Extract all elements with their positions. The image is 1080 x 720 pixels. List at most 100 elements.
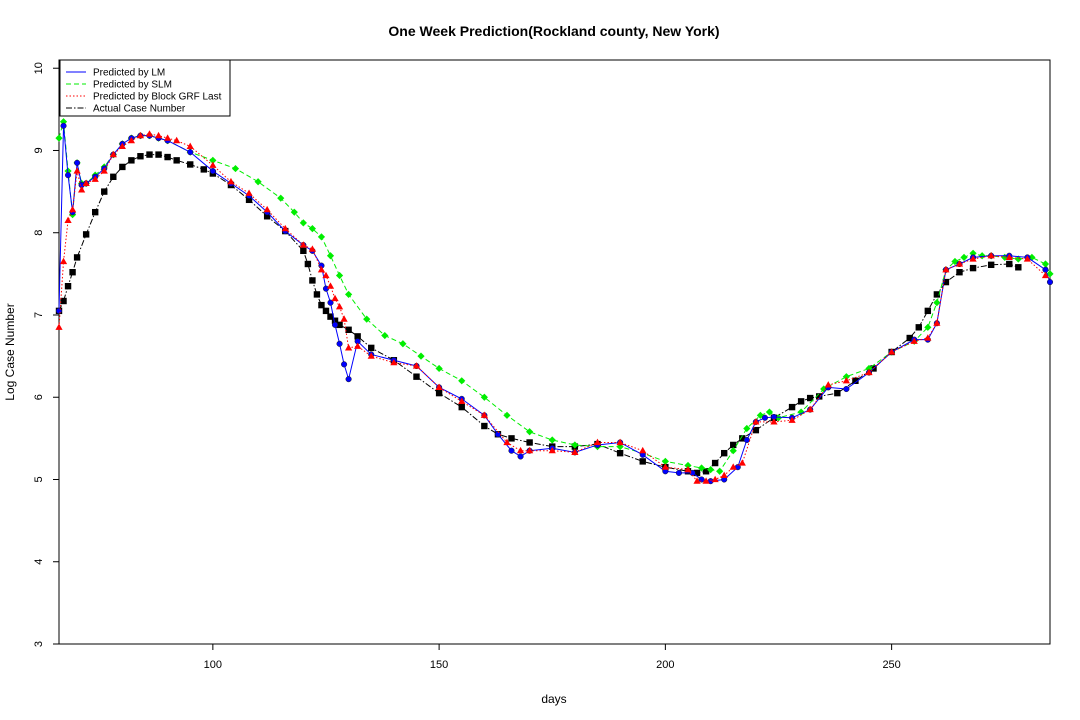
data-point-actual-case-number <box>806 394 814 402</box>
data-point-predicted-by-slm <box>503 411 511 419</box>
data-point-predicted-by-block-grf-last <box>571 448 579 455</box>
data-point-predicted-by-slm <box>960 253 968 262</box>
data-point-predicted-by-block-grf-last <box>729 463 737 470</box>
data-point-predicted-by-block-grf-last <box>987 251 995 259</box>
legend-label: Actual Case Number <box>93 104 186 115</box>
data-point-predicted-by-lm <box>341 361 348 368</box>
y-tick-label: 7 <box>33 312 45 318</box>
data-point-predicted-by-slm <box>1046 270 1054 278</box>
data-point-predicted-by-lm <box>60 122 67 129</box>
data-point-predicted-by-block-grf-last <box>435 383 443 390</box>
data-point-actual-case-number <box>245 196 253 204</box>
series-layer <box>55 118 1054 485</box>
data-point-predicted-by-block-grf-last <box>154 131 163 139</box>
data-point-predicted-by-block-grf-last <box>73 167 81 174</box>
data-point-predicted-by-block-grf-last <box>788 416 796 423</box>
data-point-predicted-by-slm <box>399 340 407 348</box>
data-point-predicted-by-slm <box>480 393 488 401</box>
data-point-predicted-by-block-grf-last <box>78 186 86 193</box>
data-point-predicted-by-block-grf-last <box>345 344 353 351</box>
data-point-actual-case-number <box>797 398 805 405</box>
data-point-predicted-by-slm <box>820 385 828 393</box>
data-point-actual-case-number <box>752 426 760 434</box>
data-point-predicted-by-block-grf-last <box>738 459 746 466</box>
data-point-actual-case-number <box>413 373 420 380</box>
data-point-predicted-by-lm <box>65 172 72 179</box>
y-tick-label: 8 <box>33 230 45 236</box>
chart-title: One Week Prediction(Rockland county, New… <box>388 23 719 39</box>
data-point-actual-case-number <box>101 188 108 195</box>
data-point-predicted-by-block-grf-last <box>390 358 398 366</box>
data-point-actual-case-number <box>1015 264 1022 271</box>
series-line-actual-case-number <box>58 154 1019 474</box>
x-tick-label: 100 <box>204 659 222 671</box>
data-point-predicted-by-block-grf-last <box>326 282 335 289</box>
data-point-predicted-by-block-grf-last <box>942 265 950 273</box>
data-point-actual-case-number <box>345 326 352 333</box>
data-point-predicted-by-block-grf-last <box>227 177 235 185</box>
data-point-actual-case-number <box>924 307 932 315</box>
data-point-predicted-by-block-grf-last <box>720 471 728 478</box>
data-point-actual-case-number <box>336 321 343 329</box>
data-point-predicted-by-block-grf-last <box>1005 253 1013 261</box>
data-point-actual-case-number <box>693 469 701 477</box>
data-point-predicted-by-block-grf-last <box>186 142 194 149</box>
data-point-predicted-by-block-grf-last <box>281 224 289 232</box>
data-point-actual-case-number <box>187 161 194 168</box>
data-point-predicted-by-block-grf-last <box>458 397 466 404</box>
data-point-predicted-by-lm <box>843 385 850 393</box>
data-point-predicted-by-block-grf-last <box>480 411 488 418</box>
data-point-predicted-by-block-grf-last <box>354 342 362 349</box>
data-point-actual-case-number <box>322 307 330 315</box>
series-predicted-by-block-grf-last <box>55 130 1050 484</box>
data-point-predicted-by-block-grf-last <box>806 405 814 413</box>
y-tick-label: 10 <box>33 62 45 74</box>
data-point-predicted-by-slm <box>458 377 466 385</box>
data-point-predicted-by-slm <box>842 373 850 381</box>
data-point-actual-case-number <box>331 317 339 324</box>
data-point-predicted-by-block-grf-last <box>317 265 326 273</box>
data-point-predicted-by-block-grf-last <box>711 475 719 483</box>
data-point-predicted-by-block-grf-last <box>367 352 375 359</box>
data-point-predicted-by-lm <box>55 307 63 314</box>
data-point-predicted-by-block-grf-last <box>955 260 964 267</box>
data-point-predicted-by-lm <box>508 447 515 454</box>
data-point-predicted-by-block-grf-last <box>331 294 339 302</box>
x-tick-label: 250 <box>882 659 900 671</box>
data-point-predicted-by-block-grf-last <box>593 438 602 446</box>
data-point-predicted-by-slm <box>326 252 335 260</box>
data-point-actual-case-number <box>155 151 162 158</box>
data-point-predicted-by-block-grf-last <box>59 257 68 265</box>
legend-label: Predicted by SLM <box>93 80 172 91</box>
data-point-predicted-by-block-grf-last <box>68 205 77 213</box>
data-point-predicted-by-block-grf-last <box>91 175 99 182</box>
data-point-predicted-by-slm <box>978 252 986 260</box>
data-point-actual-case-number <box>263 213 271 220</box>
data-point-predicted-by-slm <box>933 299 941 307</box>
plot-frame <box>58 59 1051 645</box>
data-point-predicted-by-lm <box>675 469 682 476</box>
legend-box <box>59 59 231 117</box>
data-point-predicted-by-lm <box>743 436 750 444</box>
data-point-predicted-by-slm <box>765 408 774 416</box>
data-point-actual-case-number <box>69 269 76 276</box>
data-point-predicted-by-slm <box>526 428 534 436</box>
data-point-predicted-by-lm <box>331 321 339 328</box>
data-point-predicted-by-block-grf-last <box>127 136 136 144</box>
data-point-actual-case-number <box>318 301 325 309</box>
data-point-predicted-by-block-grf-last <box>145 130 154 137</box>
y-axis-label: Log Case Number <box>3 303 17 400</box>
data-point-actual-case-number <box>915 324 922 331</box>
y-tick-label: 9 <box>33 147 45 153</box>
data-point-predicted-by-block-grf-last <box>82 179 90 186</box>
data-point-predicted-by-lm <box>761 414 768 421</box>
data-point-actual-case-number <box>816 393 823 400</box>
data-point-predicted-by-block-grf-last <box>548 446 556 454</box>
data-point-predicted-by-slm <box>335 271 344 280</box>
data-point-actual-case-number <box>987 261 995 269</box>
data-point-predicted-by-lm <box>345 376 352 383</box>
data-point-actual-case-number <box>300 247 307 255</box>
data-point-predicted-by-block-grf-last <box>322 271 330 279</box>
data-point-predicted-by-block-grf-last <box>164 134 172 141</box>
legend-label: Predicted by Block GRF Last <box>93 92 222 103</box>
